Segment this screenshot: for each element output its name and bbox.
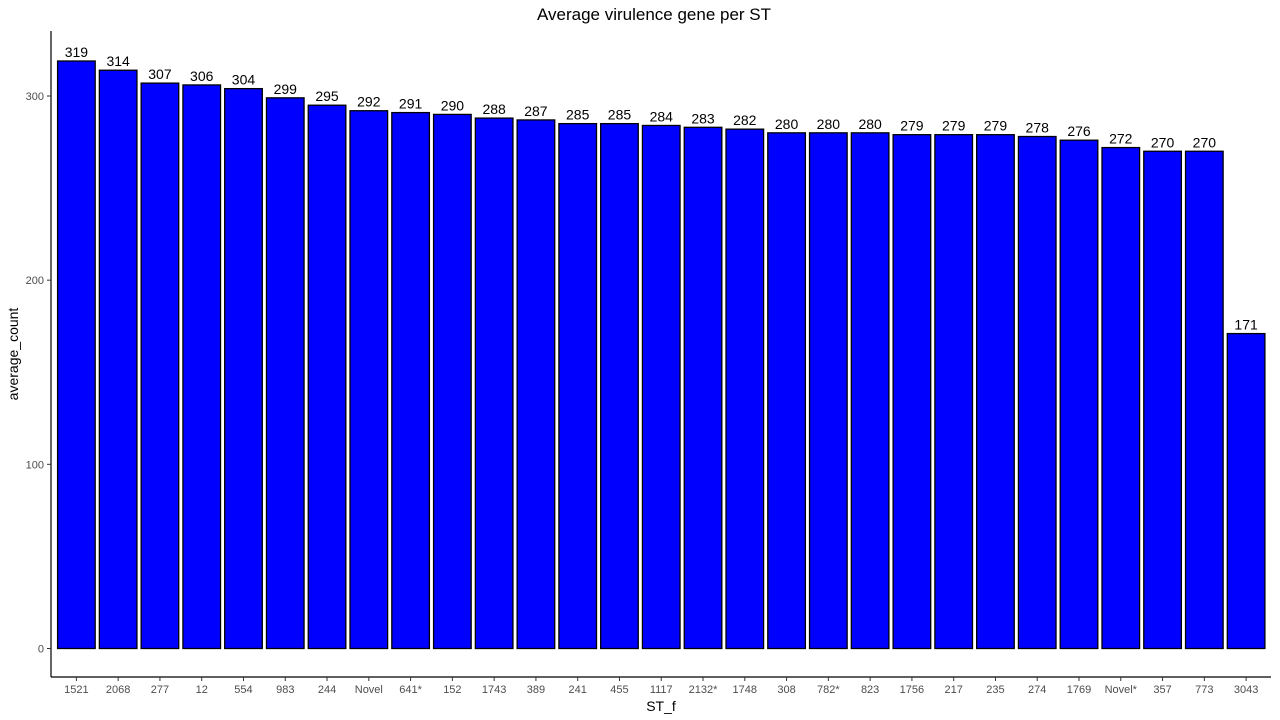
bar-357 (1143, 150, 1183, 650)
data-label-1748: 282 (733, 112, 757, 128)
data-label-1521: 319 (65, 44, 89, 60)
x-tick-label-2132*: 2132* (689, 684, 718, 696)
chart-title: Average virulence gene per ST (537, 5, 771, 24)
x-tick-label-152: 152 (443, 684, 461, 696)
y-axis-ticks: 0 100 200 300 (26, 91, 51, 656)
data-label-1743: 288 (482, 101, 506, 117)
x-tick-label-235: 235 (986, 684, 1004, 696)
bar-641* (391, 111, 431, 650)
bar-217 (934, 134, 974, 650)
x-tick-label-Novel*: Novel* (1105, 684, 1138, 696)
bar-277 (140, 82, 180, 650)
data-label-554: 304 (232, 72, 256, 88)
y-tick-label-0: 0 (38, 644, 44, 656)
data-label-1769: 276 (1067, 123, 1091, 139)
bar-12 (182, 84, 222, 650)
data-label-2132*: 283 (691, 110, 715, 126)
bar-308 (767, 132, 807, 650)
data-label-244: 295 (315, 88, 339, 104)
x-tick-label-241: 241 (569, 684, 587, 696)
x-axis-title: ST_f (646, 698, 676, 714)
bar-455 (600, 122, 639, 650)
data-label-12: 306 (190, 68, 214, 84)
bar-1117 (641, 124, 681, 650)
x-tick-label-773: 773 (1195, 684, 1213, 696)
bar-1521 (56, 60, 96, 650)
bar-2132* (683, 126, 723, 650)
data-labels-group: 319 314 307 306 304 299 295 292 291 290 288 287 285 2… (65, 44, 1258, 333)
data-label-823: 280 (858, 116, 882, 132)
bar-Novel* (1101, 146, 1141, 650)
bar-983 (265, 97, 305, 650)
data-label-455: 285 (608, 107, 632, 123)
x-tick-label-274: 274 (1028, 684, 1046, 696)
x-tick-label-455: 455 (610, 684, 628, 696)
data-label-641*: 291 (399, 96, 423, 112)
x-tick-label-641*: 641* (399, 684, 422, 696)
x-tick-label-1756: 1756 (900, 684, 924, 696)
bar-Novel (349, 110, 389, 650)
data-label-389: 287 (524, 103, 548, 119)
x-tick-label-983: 983 (276, 684, 294, 696)
x-tick-label-1769: 1769 (1067, 684, 1091, 696)
y-tick-label-300: 300 (26, 91, 44, 103)
data-label-773: 270 (1193, 134, 1217, 150)
x-tick-label-Novel: Novel (355, 684, 383, 696)
x-tick-label-357: 357 (1153, 684, 1171, 696)
x-tick-label-1521: 1521 (64, 684, 88, 696)
data-label-Novel*: 272 (1109, 131, 1133, 147)
data-label-983: 299 (274, 81, 298, 97)
bar-1756 (892, 134, 932, 650)
x-tick-label-1117: 1117 (650, 684, 673, 696)
bar-1769 (1059, 139, 1099, 650)
x-tick-label-389: 389 (527, 684, 545, 696)
data-label-152: 290 (441, 97, 465, 113)
x-tick-label-823: 823 (861, 684, 879, 696)
data-label-1117: 284 (650, 108, 674, 124)
x-tick-label-554: 554 (234, 684, 252, 696)
x-tick-label-1743: 1743 (482, 684, 506, 696)
data-label-3043: 171 (1234, 317, 1258, 333)
bar-389 (516, 119, 556, 650)
data-label-308: 280 (775, 116, 799, 132)
x-axis-ticks: 1521 2068 277 12 554 983 244 Novel 641* 152 1743 38… (64, 677, 1258, 696)
bar-1743 (474, 117, 514, 650)
data-label-217: 279 (942, 118, 966, 134)
y-tick-label-100: 100 (26, 459, 44, 471)
x-tick-label-12: 12 (196, 684, 208, 696)
data-label-277: 307 (148, 66, 172, 82)
data-label-235: 279 (984, 118, 1008, 134)
data-label-274: 278 (1026, 120, 1050, 136)
x-tick-label-3043: 3043 (1234, 684, 1258, 696)
x-tick-label-217: 217 (945, 684, 963, 696)
x-tick-label-244: 244 (318, 684, 336, 696)
data-label-782*: 280 (817, 116, 841, 132)
x-tick-label-308: 308 (777, 684, 795, 696)
x-tick-label-782*: 782* (817, 684, 840, 696)
bar-2068 (98, 69, 138, 650)
bar-235 (976, 134, 1015, 650)
bar-773 (1184, 150, 1224, 650)
x-tick-label-2068: 2068 (106, 684, 130, 696)
bar-3043 (1226, 332, 1266, 650)
bar-274 (1017, 135, 1057, 650)
bar-782* (808, 132, 848, 650)
bar-241 (558, 122, 598, 650)
y-tick-label-200: 200 (26, 275, 44, 287)
x-tick-label-277: 277 (151, 684, 169, 696)
bar-244 (307, 104, 347, 650)
data-label-241: 285 (566, 107, 590, 123)
bar-823 (850, 132, 890, 650)
data-label-2068: 314 (106, 53, 130, 69)
data-label-1756: 279 (900, 118, 924, 134)
bars-group (56, 60, 1266, 650)
bar-554 (224, 87, 263, 650)
bar-1748 (725, 128, 765, 650)
x-tick-label-1748: 1748 (733, 684, 757, 696)
bar-152 (432, 113, 472, 650)
data-label-Novel: 292 (357, 94, 381, 110)
y-axis-title: average_count (5, 308, 21, 401)
data-label-357: 270 (1151, 134, 1175, 150)
